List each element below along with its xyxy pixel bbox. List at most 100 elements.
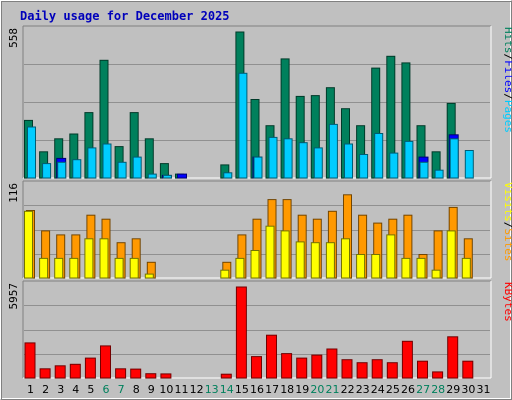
y-max-label: 558	[7, 28, 20, 48]
bar-pages-day-6	[102, 143, 112, 179]
x-tick-label: 1	[27, 383, 34, 396]
bar-sites-day-9	[144, 273, 154, 279]
x-tick-label: 19	[295, 383, 309, 396]
y-max-label: 5957	[7, 283, 20, 310]
bar-pages-day-3	[57, 161, 67, 179]
series-kbytes	[24, 286, 474, 379]
bar-kbytes-day-30	[462, 360, 474, 379]
x-tick-label: 5	[87, 383, 94, 396]
x-tick-label: 15	[235, 383, 249, 396]
chart-panels: 558Hits/Files/Pages116Visits/Sites5957KB…	[7, 25, 512, 379]
bar-kbytes-day-8	[130, 368, 142, 379]
bar-pages-day-26	[404, 140, 414, 179]
series-pages	[27, 72, 474, 179]
bar-sites-day-8	[129, 257, 139, 279]
bar-kbytes-day-22	[341, 359, 353, 379]
legend-entry: Pages	[502, 100, 512, 133]
bar-pages-day-17	[268, 136, 278, 179]
legend-entry: KBytes	[502, 282, 512, 322]
bar-kbytes-day-7	[115, 368, 127, 379]
bar-sites-day-2	[39, 257, 49, 279]
bar-kbytes-day-10	[160, 373, 172, 379]
x-tick-label: 3	[57, 383, 64, 396]
bar-sites-day-27	[416, 257, 426, 279]
bar-sites-day-1	[24, 210, 33, 279]
x-tick-label: 29	[446, 383, 460, 396]
series-sites	[24, 210, 471, 279]
bar-kbytes-day-27	[417, 360, 428, 379]
bar-sites-day-19	[295, 241, 305, 279]
bar-sites-day-30	[461, 257, 471, 279]
bar-pages-day-10	[162, 174, 172, 179]
x-tick-label: 22	[341, 383, 355, 396]
bar-kbytes-day-23	[356, 362, 368, 379]
bar-kbytes-day-18	[281, 353, 293, 379]
x-tick-label: 16	[250, 383, 264, 396]
bar-pages-day-9	[147, 173, 157, 179]
bar-sites-day-22	[341, 238, 350, 279]
legend-entry: /	[502, 222, 512, 229]
bar-kbytes-day-25	[386, 362, 398, 379]
bar-sites-day-23	[356, 254, 366, 279]
bar-pages-day-20	[313, 147, 323, 179]
x-tick-label: 28	[431, 383, 445, 396]
x-tick-label: 23	[356, 383, 370, 396]
bar-sites-day-20	[310, 242, 320, 279]
x-tick-label: 24	[371, 383, 385, 396]
bar-pages-day-24	[374, 133, 384, 179]
bar-kbytes-day-14	[220, 373, 232, 379]
bar-sites-day-7	[114, 257, 124, 279]
x-tick-label: 10	[159, 383, 173, 396]
bar-kbytes-day-6	[100, 345, 111, 379]
legend-entry: Hits	[502, 27, 512, 54]
bar-sites-day-4	[69, 257, 79, 279]
bar-pages-day-22	[344, 143, 353, 179]
bar-pages-day-4	[72, 159, 82, 179]
x-tick-label: 4	[72, 383, 79, 396]
legend-entry: Files	[502, 60, 512, 93]
bar-kbytes-day-15	[235, 286, 247, 379]
x-tick-label: 31	[477, 383, 491, 396]
bar-sites-day-24	[371, 254, 381, 279]
bar-kbytes-day-26	[401, 340, 413, 379]
legend-visits-sites: Visits/Sites	[502, 182, 512, 262]
x-tick-label: 8	[133, 383, 140, 396]
bar-pages-day-16	[253, 156, 263, 179]
bar-pages-day-15	[238, 72, 248, 179]
bar-sites-day-25	[386, 234, 396, 279]
x-tick-label: 12	[190, 383, 204, 396]
x-axis: 1 2 3 4 5 6 7 8 9 10 11 12 13 14 15 16 17 18 19 20 21 22 23 24 2…	[27, 383, 491, 396]
x-tick-label: 21	[326, 383, 340, 396]
x-tick-label: 9	[148, 383, 155, 396]
bar-sites-day-29	[446, 230, 456, 279]
x-tick-label: 20	[310, 383, 324, 396]
bar-pages-day-1	[27, 126, 36, 179]
bar-kbytes-day-2	[39, 368, 51, 379]
legend-pages-files-hits: Hits/Files/Pages	[502, 27, 512, 133]
x-tick-label: 7	[118, 383, 125, 396]
bar-kbytes-day-20	[311, 354, 323, 379]
bar-files-day-11	[177, 173, 187, 179]
x-tick-label: 14	[220, 383, 234, 396]
bar-sites-day-15	[235, 257, 245, 279]
bar-pages-day-7	[117, 161, 127, 179]
bar-sites-day-21	[325, 242, 335, 279]
bar-pages-day-29	[449, 138, 459, 179]
bar-kbytes-day-3	[54, 365, 66, 379]
x-tick-label: 30	[461, 383, 475, 396]
bar-kbytes-day-24	[371, 359, 383, 379]
legend-entry: /	[502, 93, 512, 100]
legend-kbytes: KBytes	[502, 282, 512, 322]
bar-pages-day-30	[464, 150, 474, 179]
bar-kbytes-day-17	[266, 334, 277, 379]
bar-sites-day-26	[401, 257, 411, 279]
bar-pages-day-5	[87, 147, 97, 179]
bar-kbytes-day-28	[432, 371, 444, 379]
bar-sites-day-17	[265, 225, 275, 279]
y-max-label: 116	[7, 183, 20, 203]
bar-pages-day-25	[389, 152, 399, 179]
bar-kbytes-day-29	[447, 336, 459, 379]
